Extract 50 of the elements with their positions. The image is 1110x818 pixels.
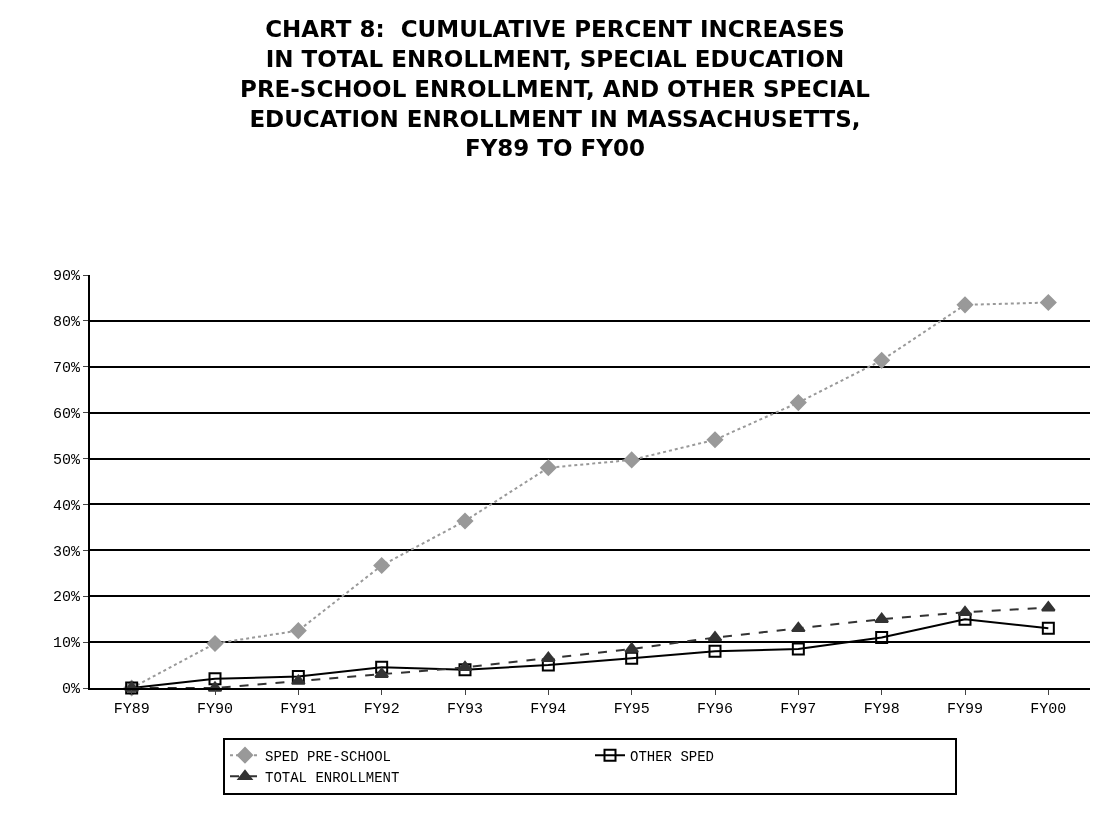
x-tick-label: FY94: [530, 701, 567, 718]
point: [291, 670, 305, 684]
x-tick-label: FY89: [113, 701, 150, 718]
x-tick-label: FY97: [780, 701, 817, 718]
y-tick-label: 20%: [52, 589, 81, 607]
chart-title: CHART 8: CUMULATIVE PERCENT INCREASES IN TOTAL ENROLLMENT, SPECIAL EDUCATION PRE-SCHOOL ENROLLMENT, AND OTHER SPECIAL EDUCATION ENROLLMENT IN MASSACHUSETTS, FY89 TO FY00: [240, 15, 871, 162]
y-tick-label: 0%: [61, 681, 81, 699]
y-tick-label: 30%: [52, 543, 81, 561]
point: [790, 621, 806, 633]
point: [206, 635, 224, 652]
point: [290, 622, 307, 639]
x-tick-label: FY93: [446, 701, 484, 718]
point: [1040, 294, 1057, 311]
y-tick-label: 70%: [52, 360, 81, 378]
point: [540, 459, 557, 476]
y-tick-label: 40%: [52, 497, 81, 515]
y-tick-label: 50%: [52, 451, 81, 469]
point: [790, 394, 807, 411]
legend-label: OTHER SPED: [630, 748, 715, 765]
point: [456, 512, 474, 530]
point: [958, 612, 972, 626]
y-tick-label: 90%: [52, 268, 81, 286]
point: [873, 352, 890, 369]
point: [623, 451, 640, 469]
x-tick-label: FY90: [196, 701, 234, 718]
y-tick-label: 10%: [52, 635, 81, 653]
x-tick-label: FY99: [946, 701, 984, 718]
x-tick-label: FY00: [1030, 701, 1067, 718]
point: [208, 672, 222, 686]
x-tick-label: FY95: [613, 701, 650, 718]
point: [957, 605, 973, 617]
point: [375, 660, 389, 674]
point: [458, 663, 472, 677]
point: [457, 660, 473, 672]
point: [706, 431, 724, 448]
point: [875, 631, 889, 645]
point: [373, 557, 390, 574]
point: [625, 651, 639, 665]
y-tick-label: 80%: [52, 314, 81, 332]
point: [956, 296, 974, 313]
point: [708, 644, 722, 658]
y-tick-label: 60%: [52, 405, 81, 423]
point: [1041, 621, 1055, 635]
legend-label: SPED PRE-SCHOOL: [265, 748, 392, 765]
point: [791, 642, 805, 656]
x-tick-label: FY91: [280, 701, 317, 718]
legend-label: TOTAL ENROLLMENT: [265, 769, 400, 786]
x-tick-label: FY96: [696, 701, 734, 718]
x-tick-label: FY92: [363, 701, 400, 718]
x-tick-label: FY98: [863, 701, 900, 718]
